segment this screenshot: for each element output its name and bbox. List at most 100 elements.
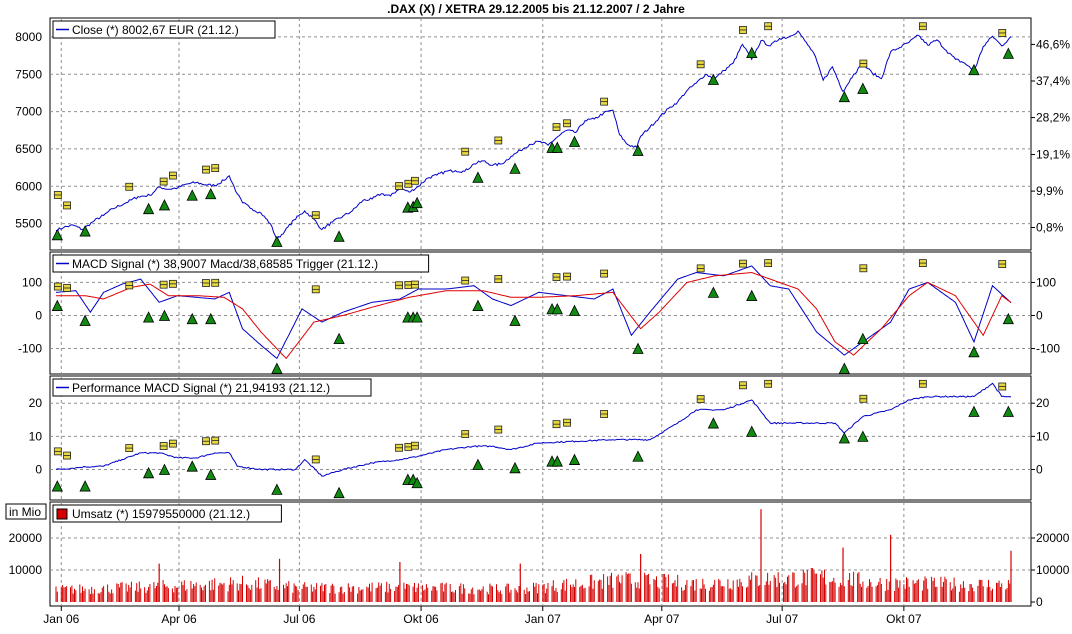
buy-signal-marker [79, 314, 91, 326]
buy-signal-marker [158, 463, 171, 475]
right-tick-label: 19,1% [1036, 148, 1070, 162]
buy-signal-marker [271, 235, 283, 247]
right-tick-label: 0,8% [1036, 220, 1064, 234]
buy-signal-marker [551, 455, 563, 467]
right-tick-label: -100 [1036, 342, 1060, 356]
buy-signal-marker [857, 82, 869, 94]
buy-signal-marker [142, 202, 155, 215]
legend-text: Umsatz (*) 15979550000 (21.12.) [72, 507, 250, 521]
buy-signal-marker [1002, 312, 1015, 325]
left-tick-label: 10000 [9, 563, 43, 577]
unit-label-text: in Mio [9, 505, 41, 519]
right-tick-label: 100 [1036, 275, 1056, 289]
buy-signal-marker [186, 460, 198, 472]
left-tick-label: 100 [22, 275, 42, 289]
left-tick-label: 6500 [15, 142, 42, 156]
legend: MACD Signal (*) 38,9007 Macd/38,68585 Tr… [52, 254, 430, 273]
buy-signal-marker [186, 312, 198, 325]
right-tick-label: 46,6% [1036, 37, 1070, 51]
left-tick-label: 6000 [15, 179, 42, 193]
legend-swatch [56, 508, 68, 520]
buy-signal-marker [472, 458, 484, 470]
x-tick-label: Jan 06 [43, 612, 79, 626]
right-tick-label: 0 [1036, 595, 1043, 609]
buy-signal-marker [568, 304, 581, 316]
right-tick-label: 10 [1036, 429, 1050, 443]
x-tick-label: Jul 07 [766, 612, 798, 626]
buy-signal-marker [509, 314, 521, 326]
panel-4: 10000 20000 0 10000 20000 in Mio Umsatz (*) 15… [5, 501, 1070, 609]
buy-signal-marker [411, 476, 423, 489]
buy-signal-marker [51, 228, 63, 241]
buy-signal-marker [158, 199, 171, 211]
buy-signal-marker [205, 468, 217, 480]
buy-signal-marker [205, 187, 217, 200]
buy-signal-marker [707, 73, 720, 85]
buy-signal-marker [968, 405, 980, 417]
unit-label: in Mio [5, 503, 47, 520]
legend: Close (*) 8002,67 EUR (21.12.) [52, 20, 276, 39]
left-tick-label: -100 [18, 342, 42, 356]
buy-signal-marker [632, 144, 644, 156]
x-tick-label: Apr 06 [161, 612, 197, 626]
buy-signal-marker [632, 450, 644, 462]
panel-3: 20 10 0 20 10 0 Performance MACD Signal (*) 21… [29, 375, 1050, 501]
x-tick-label: Apr 07 [644, 612, 680, 626]
buy-signal-marker [333, 332, 345, 345]
buy-signal-marker [142, 466, 155, 479]
buy-signal-marker [707, 417, 720, 429]
buy-signal-marker [746, 425, 758, 437]
legend-text: Performance MACD Signal (*) 21,94193 (21… [72, 381, 330, 395]
buy-signal-marker [142, 311, 155, 323]
buy-signal-marker [411, 311, 423, 323]
buy-signal-marker [838, 90, 850, 103]
legend-text: MACD Signal (*) 38,9007 Macd/38,68585 Tr… [72, 257, 378, 271]
panel-1: 5500 6000 6500 7000 7500 8000 0,8% 9,9% 19,1% 28,… [15, 17, 1070, 251]
left-tick-label: 0 [35, 308, 42, 322]
buy-signal-marker [271, 483, 283, 495]
right-tick-label: 37,4% [1036, 74, 1070, 88]
legend-text: Close (*) 8002,67 EUR (21.12.) [72, 23, 239, 37]
buy-signal-marker [551, 141, 563, 153]
right-tick-label: 20000 [1036, 531, 1070, 545]
series-line-1 [55, 30, 1012, 241]
buy-signal-marker [568, 135, 581, 147]
x-tick-label: Okt 06 [403, 612, 439, 626]
buy-signal-marker [411, 196, 423, 209]
series-line-1 [55, 265, 1012, 360]
buy-signal-marker [79, 225, 91, 237]
left-tick-label: 7500 [15, 67, 42, 81]
x-axis: Jan 06 Apr 06 Jul 06 Okt 06 Jan 07 Apr 07 Jul … [43, 606, 922, 626]
buy-signal-marker [51, 480, 63, 492]
panels: 5500 6000 6500 7000 7500 8000 0,8% 9,9% 19,1% 28,… [5, 17, 1070, 609]
buy-signal-marker [509, 162, 521, 174]
buy-signal-marker [746, 289, 758, 302]
buy-signal-marker [509, 461, 521, 474]
buy-signal-marker [968, 345, 980, 358]
buy-signal-marker [271, 362, 283, 374]
x-tick-label: Okt 07 [886, 612, 922, 626]
x-tick-label: Jul 06 [283, 612, 315, 626]
series-line-1 [55, 382, 1012, 477]
buy-signal-marker [333, 230, 345, 242]
buy-signal-marker [79, 480, 91, 492]
left-tick-label: 10 [29, 429, 43, 443]
legend: Umsatz (*) 15979550000 (21.12.) [52, 504, 282, 523]
legend: Performance MACD Signal (*) 21,94193 (21… [52, 378, 372, 397]
buy-signal-marker [333, 486, 345, 499]
left-tick-label: 5500 [15, 217, 42, 231]
legend-box [52, 254, 430, 273]
buy-signal-marker [968, 63, 980, 76]
buy-signal-marker [857, 430, 869, 442]
right-tick-label: 0 [1036, 308, 1043, 322]
legend-box [52, 20, 276, 39]
buy-signal-marker [707, 286, 720, 298]
buy-signal-marker [472, 171, 484, 183]
buy-signal-marker [472, 299, 484, 311]
chart-title: .DAX (X) / XETRA 29.12.2005 bis 21.12.20… [387, 2, 685, 16]
right-tick-label: 0 [1036, 462, 1043, 476]
left-tick-label: 20 [29, 396, 43, 410]
buy-signal-marker [1002, 405, 1015, 417]
